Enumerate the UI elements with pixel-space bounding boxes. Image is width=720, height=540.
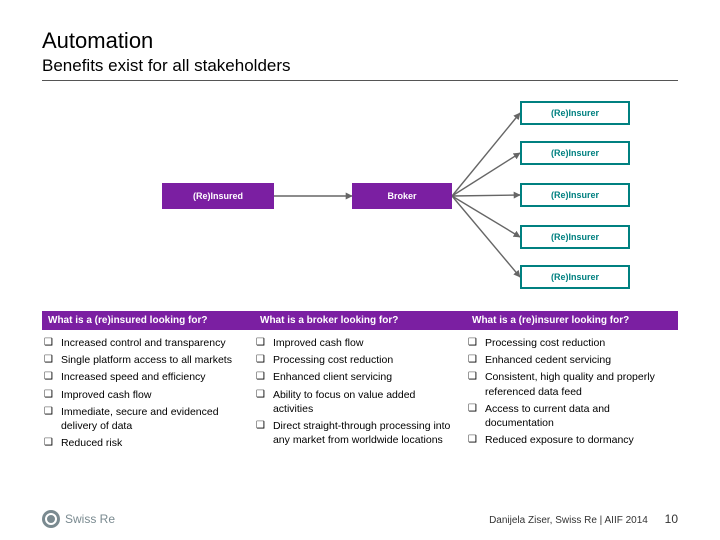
list-item: Single platform access to all markets: [44, 353, 246, 367]
list-item: Reduced risk: [44, 436, 246, 450]
list-item: Access to current data and documentation: [468, 402, 670, 430]
node-broker: Broker: [352, 183, 452, 209]
logo-text: Swiss Re: [65, 512, 115, 526]
swiss-re-logo: Swiss Re: [42, 510, 115, 528]
page-number: 10: [665, 512, 678, 526]
list-item: Direct straight-through processing into …: [256, 419, 458, 447]
list-item-text: Access to current data and documentation: [485, 402, 670, 430]
list-item: Ability to focus on value added activiti…: [256, 388, 458, 416]
node-reinsurer-2: (Re)Insurer: [520, 183, 630, 207]
slide-footer: Danijela Ziser, Swiss Re | AIIF 2014 10: [489, 512, 678, 526]
stakeholder-diagram: (Re)Insured Broker (Re)Insurer (Re)Insurer (…: [42, 91, 678, 311]
benefits-list: Processing cost reduction Enhanced cedent…: [466, 330, 678, 447]
list-item-text: Improved cash flow: [61, 388, 151, 402]
node-reinsurer-1: (Re)Insurer: [520, 141, 630, 165]
column-header: What is a broker looking for?: [254, 311, 466, 330]
list-item: Improved cash flow: [256, 336, 458, 350]
list-item-text: Consistent, high quality and properly re…: [485, 370, 670, 398]
node-reinsurer-0: (Re)Insurer: [520, 101, 630, 125]
list-item: Processing cost reduction: [468, 336, 670, 350]
list-item: Enhanced client servicing: [256, 370, 458, 384]
column-header: What is a (re)insurer looking for?: [466, 311, 678, 330]
list-item: Processing cost reduction: [256, 353, 458, 367]
list-item-text: Single platform access to all markets: [61, 353, 232, 367]
node-reinsured: (Re)Insured: [162, 183, 274, 209]
list-item: Consistent, high quality and properly re…: [468, 370, 670, 398]
list-item-text: Ability to focus on value added activiti…: [273, 388, 458, 416]
benefits-list: Increased control and transparency Single…: [42, 330, 254, 450]
list-item-text: Enhanced cedent servicing: [485, 353, 611, 367]
benefits-column-1: What is a broker looking for?Improved ca…: [254, 311, 466, 453]
list-item: Increased speed and efficiency: [44, 370, 246, 384]
list-item-text: Direct straight-through processing into …: [273, 419, 458, 447]
column-header: What is a (re)insured looking for?: [42, 311, 254, 330]
list-item-text: Improved cash flow: [273, 336, 363, 350]
benefits-column-0: What is a (re)insured looking for?Increa…: [42, 311, 254, 453]
slide-subtitle: Benefits exist for all stakeholders: [42, 56, 678, 76]
list-item-text: Reduced exposure to dormancy: [485, 433, 634, 447]
list-item-text: Immediate, secure and evidenced delivery…: [61, 405, 246, 433]
benefits-columns: What is a (re)insured looking for?Increa…: [42, 311, 678, 453]
node-reinsurer-3: (Re)Insurer: [520, 225, 630, 249]
node-reinsurer-4: (Re)Insurer: [520, 265, 630, 289]
list-item: Improved cash flow: [44, 388, 246, 402]
logo-icon: [42, 510, 60, 528]
list-item: Increased control and transparency: [44, 336, 246, 350]
list-item-text: Enhanced client servicing: [273, 370, 392, 384]
list-item: Enhanced cedent servicing: [468, 353, 670, 367]
slide-title: Automation: [42, 28, 678, 54]
title-rule: [42, 80, 678, 81]
benefits-list: Improved cash flow Processing cost reduct…: [254, 330, 466, 447]
list-item-text: Increased speed and efficiency: [61, 370, 206, 384]
footer-text: Danijela Ziser, Swiss Re | AIIF 2014: [489, 515, 648, 526]
list-item-text: Reduced risk: [61, 436, 122, 450]
list-item: Reduced exposure to dormancy: [468, 433, 670, 447]
list-item-text: Processing cost reduction: [485, 336, 605, 350]
benefits-column-2: What is a (re)insurer looking for?Proces…: [466, 311, 678, 453]
list-item-text: Processing cost reduction: [273, 353, 393, 367]
list-item-text: Increased control and transparency: [61, 336, 226, 350]
list-item: Immediate, secure and evidenced delivery…: [44, 405, 246, 433]
slide: Automation Benefits exist for all stakeh…: [0, 0, 720, 540]
